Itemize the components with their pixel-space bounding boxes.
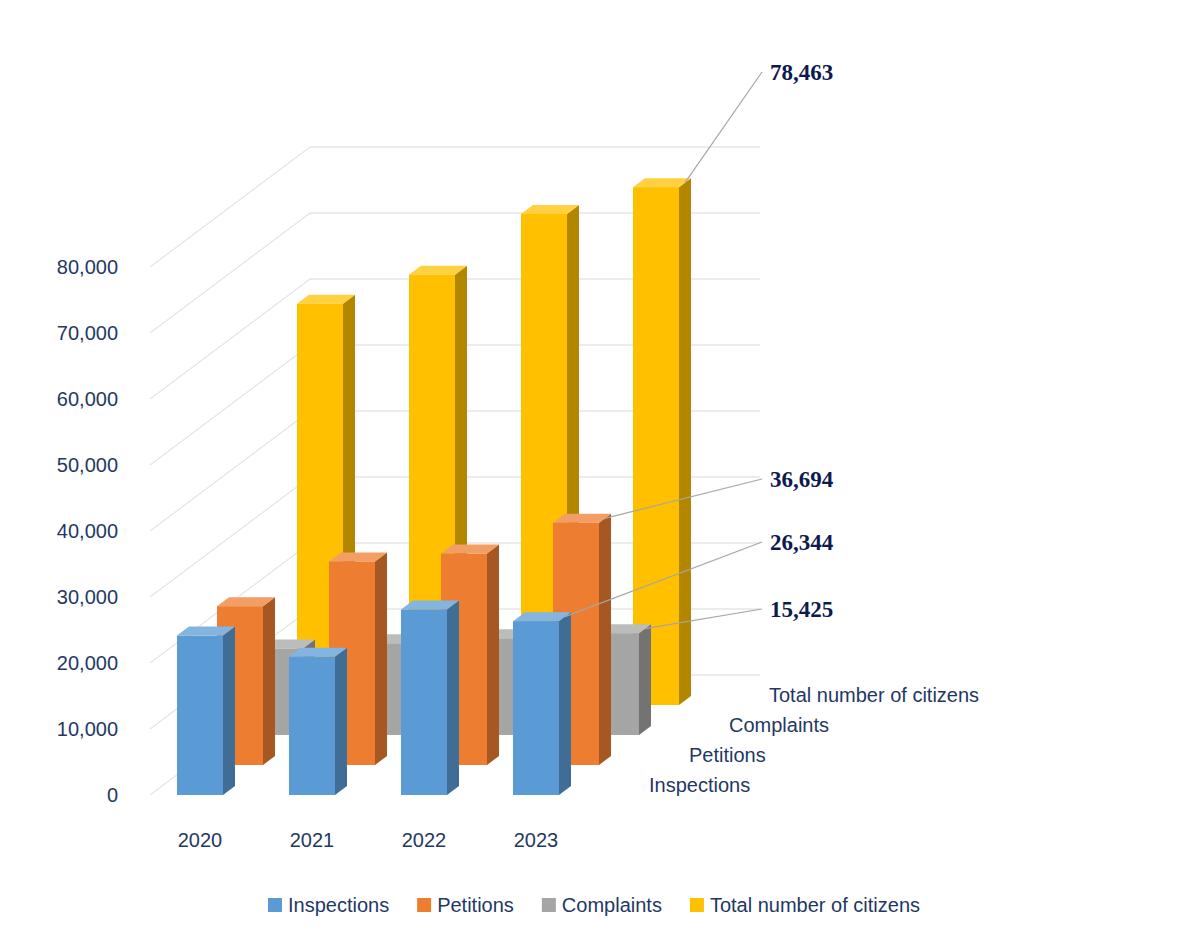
legend-label: Total number of citizens [710,894,920,916]
legend-label: Complaints [562,894,662,916]
bar-top [409,266,467,275]
bar-top [297,295,355,304]
bars [177,178,691,795]
bar-top [289,648,347,657]
y-tick-label: 60,000 [57,388,118,410]
x-tick-label: 2021 [290,829,335,851]
bar-side [263,597,275,765]
y-tick-label: 40,000 [57,520,118,542]
leader-line [645,609,762,629]
leader-line [685,72,762,183]
y-tick-label: 30,000 [57,586,118,608]
bar-3d [289,648,347,795]
bar-top [513,612,571,621]
grid [150,147,760,795]
data-label: 15,425 [770,597,833,622]
x-tick-label: 2022 [402,829,447,851]
series-axis-label: Complaints [729,714,829,736]
bar [289,657,335,795]
bar [177,636,223,795]
y-tick-label: 70,000 [57,322,118,344]
legend-swatch [268,898,282,912]
y-tick-label: 80,000 [57,256,118,278]
legend-swatch [542,898,556,912]
bar-3d [177,627,235,795]
bar-top [633,178,691,187]
series-axis-label: Total number of citizens [769,684,979,706]
bar-side [375,553,387,765]
y-tick-label: 50,000 [57,454,118,476]
legend-swatch [690,898,704,912]
series-axis-label: Inspections [649,774,750,796]
bar [513,621,559,795]
bar-side [559,612,571,795]
x-tick-label: 2023 [514,829,559,851]
bar-side [599,514,611,765]
bar-3d [513,612,571,795]
bar-side [487,545,499,765]
y-tick-label: 20,000 [57,652,118,674]
bar [401,610,447,795]
data-label: 26,344 [770,530,834,555]
bar-side [639,624,651,735]
bar-top [553,514,611,523]
bar-top [177,627,235,636]
chart: 0 10,000 20,000 30,000 40,000 50,000 60,000 70,… [0,0,1188,950]
data-label: 36,694 [770,467,834,492]
bar-top [329,553,387,562]
bar-top [441,545,499,554]
legend-label: Inspections [288,894,389,916]
bar-top [217,597,275,606]
bar-side [335,648,347,795]
bar-side [223,627,235,795]
bar-3d [401,601,459,795]
x-tick-label: 2020 [178,829,223,851]
series-axis-label: Petitions [689,744,766,766]
leader-line [605,479,762,518]
leader-line [565,542,762,617]
y-tick-label: 10,000 [57,718,118,740]
legend: Inspections Petitions Complaints Total numb… [268,894,920,916]
legend-swatch [417,898,431,912]
bar-top [401,601,459,610]
legend-label: Petitions [437,894,514,916]
y-tick-label: 0 [107,784,118,806]
bar-top [521,205,579,214]
bar-side [447,601,459,795]
data-label: 78,463 [770,60,833,85]
data-labels: 26,344 36,694 15,425 78,463 [565,60,834,629]
bar-side [679,178,691,705]
